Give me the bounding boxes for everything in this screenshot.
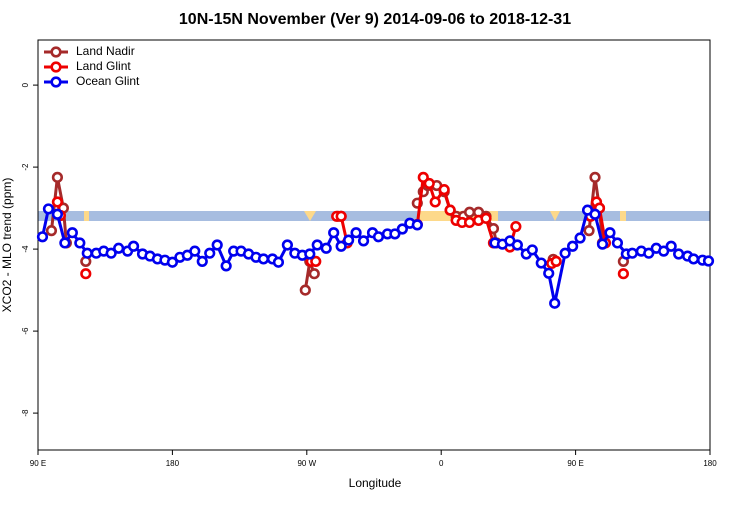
- data-point: [166, 256, 178, 268]
- data-point: [643, 247, 655, 259]
- data-point: [611, 237, 624, 249]
- data-point: [510, 220, 522, 233]
- land-patch: [304, 211, 316, 221]
- data-point: [196, 255, 208, 268]
- data-point: [702, 255, 715, 267]
- x-tick-label: 90 W: [297, 459, 316, 468]
- x-axis-label: Longitude: [349, 476, 402, 490]
- data-point: [463, 216, 476, 229]
- data-point: [105, 247, 117, 259]
- data-point: [74, 237, 86, 249]
- data-point: [567, 240, 579, 252]
- data-point: [604, 227, 616, 239]
- data-point: [81, 247, 93, 259]
- data-point: [583, 225, 595, 237]
- data-point: [396, 223, 408, 235]
- data-point: [589, 208, 601, 220]
- legend-marker: [50, 46, 62, 58]
- data-point: [423, 177, 435, 190]
- y-tick-label: 0: [21, 82, 30, 87]
- legend-label: Land Glint: [76, 59, 131, 73]
- data-point: [463, 206, 476, 218]
- data-point: [626, 247, 638, 259]
- data-point: [617, 268, 629, 280]
- data-point: [372, 231, 385, 243]
- legend-marker: [50, 61, 62, 73]
- data-point: [429, 196, 441, 208]
- legend-label: Land Nadir: [76, 44, 135, 58]
- y-axis-label: XCO2 - MLO trend (ppm): [0, 178, 14, 313]
- data-point: [549, 297, 561, 309]
- data-point: [444, 204, 456, 216]
- data-point: [389, 228, 401, 240]
- data-point: [310, 255, 322, 268]
- data-point: [257, 253, 270, 265]
- data-point: [42, 203, 55, 215]
- plot-frame: [37, 39, 711, 451]
- y-tick-label: -4: [21, 245, 30, 253]
- data-point: [438, 184, 450, 196]
- data-point: [127, 240, 140, 252]
- data-point: [535, 257, 547, 269]
- data-point: [357, 235, 370, 247]
- data-point: [51, 208, 64, 220]
- data-point: [350, 227, 362, 239]
- x-tick-label: 0: [439, 459, 444, 468]
- data-point: [550, 255, 562, 268]
- data-point: [113, 242, 125, 254]
- data-point: [328, 227, 340, 239]
- data-point: [320, 242, 332, 254]
- legend-marker: [50, 76, 62, 88]
- data-point: [59, 237, 71, 249]
- data-point: [526, 244, 538, 256]
- y-tick-label: -6: [21, 327, 30, 335]
- x-tick-label: 180: [166, 459, 180, 468]
- data-point: [480, 212, 492, 224]
- x-tick-label: 90 E: [567, 459, 583, 468]
- data-point: [45, 225, 58, 237]
- y-tick-label: -2: [21, 163, 30, 171]
- land-patch: [84, 211, 89, 221]
- y-tick-label: -8: [21, 409, 30, 417]
- data-point: [335, 240, 347, 252]
- data-point: [411, 219, 423, 231]
- data-point: [66, 227, 78, 239]
- data-point: [596, 238, 609, 250]
- data-point: [281, 239, 293, 251]
- x-tick-label: 180: [703, 459, 717, 468]
- land-patch: [620, 211, 626, 221]
- data-point: [51, 171, 64, 183]
- data-point: [559, 247, 571, 259]
- data-point: [511, 239, 523, 251]
- data-point: [658, 245, 670, 257]
- data-point: [589, 171, 601, 183]
- chart-title: 10N-15N November (Ver 9) 2014-09-06 to 2…: [179, 11, 571, 28]
- data-point: [51, 196, 64, 208]
- x-tick-label: 90 E: [30, 459, 46, 468]
- data-point: [211, 239, 223, 251]
- data-point: [311, 239, 323, 251]
- data-point: [189, 245, 201, 257]
- surface-band: [38, 211, 710, 221]
- data-point: [80, 268, 92, 280]
- data-point: [543, 267, 555, 279]
- data-point: [220, 260, 232, 272]
- land-patch: [550, 211, 560, 221]
- data-point: [343, 234, 355, 246]
- data-point: [574, 232, 586, 244]
- data-point: [335, 210, 347, 222]
- data-point: [308, 268, 320, 280]
- data-point: [272, 256, 285, 268]
- legend-label: Ocean Glint: [76, 74, 140, 88]
- data-point: [299, 284, 311, 296]
- data-point: [673, 248, 685, 260]
- data-point: [687, 253, 700, 265]
- data-point: [204, 247, 216, 259]
- data-point: [304, 248, 316, 260]
- data-point: [665, 240, 677, 252]
- data-point: [411, 197, 423, 209]
- data-point: [36, 231, 49, 243]
